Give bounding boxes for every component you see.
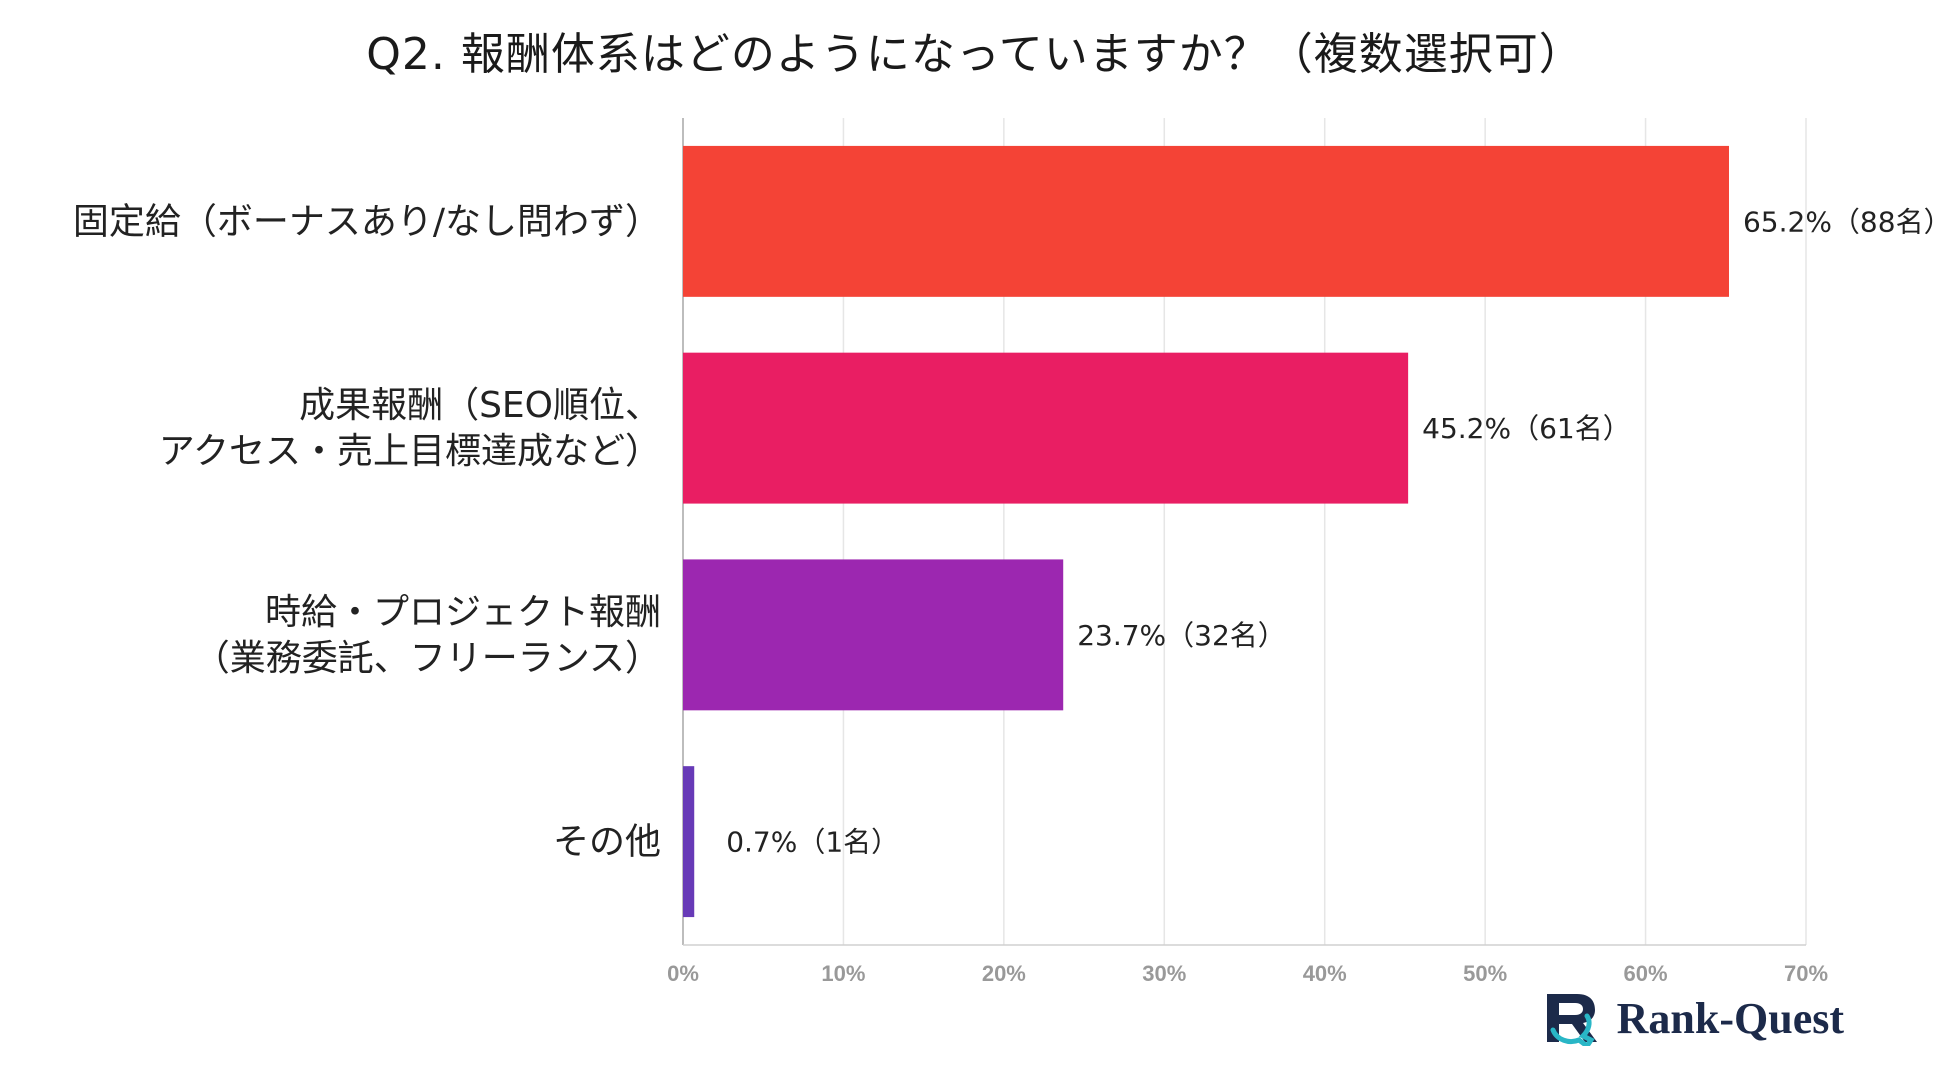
x-tick-label: 60% <box>1624 961 1668 986</box>
x-tick-label: 50% <box>1463 961 1507 986</box>
data-label: 0.7%（1名） <box>726 826 899 859</box>
x-axis-ticks: 0% 10% 20% 30% 40% 50% 60% 70% <box>667 961 1828 986</box>
category-label: （業務委託、フリーランス） <box>194 638 661 679</box>
category-label: 成果報酬（SEO順位、 <box>299 385 661 426</box>
data-label: 65.2%（88名） <box>1743 205 1950 238</box>
chart-title: Q2. 報酬体系はどのようになっていますか？（複数選択可） <box>366 29 1584 80</box>
category-label: アクセス・売上目標達成など） <box>159 431 661 472</box>
x-tick-label: 30% <box>1142 961 1186 986</box>
x-tick-label: 40% <box>1303 961 1347 986</box>
x-tick-label: 70% <box>1784 961 1828 986</box>
bar-0 <box>683 145 1729 297</box>
logo-text: Rank-Quest <box>1616 993 1844 1043</box>
x-tick-label: 0% <box>667 961 699 986</box>
data-labels: 65.2%（88名） 45.2%（61名） 23.7%（32名） 0.7%（1名） <box>726 205 1950 858</box>
bars <box>683 145 1729 918</box>
data-label: 23.7%（32名） <box>1077 619 1286 652</box>
category-labels: 固定給（ボーナスあり/なし問わず） 成果報酬（SEO順位、アクセス・売上目標達成な… <box>73 201 661 862</box>
data-label: 45.2%（61名） <box>1422 412 1631 445</box>
x-tick-label: 10% <box>821 961 865 986</box>
bar-1 <box>683 352 1409 504</box>
x-tick-label: 20% <box>982 961 1026 986</box>
bar-3 <box>683 766 695 918</box>
category-label: 固定給（ボーナスあり/なし問わず） <box>73 201 661 242</box>
category-label: その他 <box>553 822 661 863</box>
rank-quest-logo: Rank-Quest <box>1543 990 1844 1046</box>
category-label: 時給・プロジェクト報酬 <box>265 592 661 633</box>
bar-2 <box>683 559 1064 711</box>
rank-quest-logo-icon <box>1546 994 1597 1046</box>
